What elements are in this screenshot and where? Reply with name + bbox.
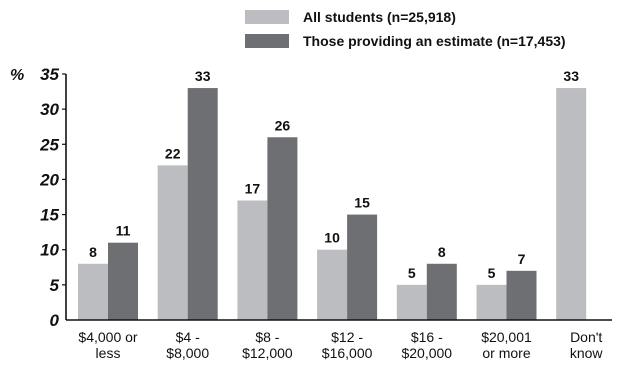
legend-swatch-1 xyxy=(245,10,289,24)
data-label-estimate-3: 26 xyxy=(275,117,291,133)
data-label-all-students-3: 17 xyxy=(245,181,261,197)
y-tick-label-30: 30 xyxy=(40,100,59,119)
y-tick-label-25: 25 xyxy=(39,135,59,154)
x-axis: $4,000 or less$4 -$8,000$8 -$12,000$12 -$… xyxy=(66,319,612,361)
legend-label-1: All students (n=25,918) xyxy=(303,9,456,25)
data-label-estimate-2: 33 xyxy=(195,68,211,84)
bar-all-students-3 xyxy=(237,200,268,320)
legend-label-2: Those providing an estimate (n=17,453) xyxy=(303,33,566,49)
y-tick-label-10: 10 xyxy=(40,241,59,260)
x-tick-label-line: $16,000 xyxy=(322,345,373,361)
bar-estimate-6 xyxy=(506,270,537,320)
bar-all-students-5 xyxy=(396,284,427,320)
bar-all-students-6 xyxy=(476,284,507,320)
y-axis: % 0 5 10 15 20 25 30 35 xyxy=(10,65,67,330)
bar-estimate-1 xyxy=(108,242,138,320)
data-label-all-students-7: 33 xyxy=(563,68,579,84)
y-tick-label-5: 5 xyxy=(50,276,60,295)
x-tick-label-line: $12 - xyxy=(331,329,363,345)
x-tick-label-line: Don't xyxy=(570,329,602,345)
data-label-estimate-5: 8 xyxy=(438,244,446,260)
y-tick-label-15: 15 xyxy=(40,206,59,225)
x-tick-label-line: $12,000 xyxy=(242,345,293,361)
y-tick-label-0: 0 xyxy=(50,311,60,330)
x-tick-label-2: $4 -$8,000 xyxy=(166,329,209,361)
bar-all-students-4 xyxy=(317,249,348,320)
x-tick-label-3: $8 -$12,000 xyxy=(242,329,293,361)
x-tick-label-1: $4,000 or less xyxy=(78,329,137,361)
y-tick-label-20: 20 xyxy=(39,170,59,189)
bar-estimate-3 xyxy=(267,137,298,320)
x-tick-label-line: $20,000 xyxy=(401,345,452,361)
x-tick-label-line: $20,001 xyxy=(481,329,532,345)
bar-all-students-2 xyxy=(157,165,188,320)
bar-estimate-5 xyxy=(426,263,457,320)
x-tick-label-4: $12 -$16,000 xyxy=(322,329,373,361)
x-tick-label-line: less xyxy=(96,345,121,361)
x-tick-label-line: $4,000 or xyxy=(78,329,137,345)
x-tick-label-line: or more xyxy=(482,345,530,361)
x-tick-label-line: $8,000 xyxy=(166,345,209,361)
data-label-all-students-6: 5 xyxy=(488,265,496,281)
x-tick-label-6: $20,001 or more xyxy=(481,329,532,361)
x-tick-label-7: Don't know xyxy=(570,329,604,361)
x-tick-label-line: know xyxy=(570,345,604,361)
x-tick-label-line: $4 - xyxy=(176,329,200,345)
x-tick-label-line: $8 - xyxy=(255,329,279,345)
bar-all-students-1 xyxy=(78,263,108,320)
data-label-estimate-6: 7 xyxy=(518,251,526,267)
bar-all-students-7 xyxy=(556,88,587,320)
data-label-estimate-1: 11 xyxy=(116,223,131,239)
data-label-all-students-4: 10 xyxy=(324,230,340,246)
data-label-all-students-1: 8 xyxy=(89,244,97,260)
bars: 8 11 22 33 17 26 10 15 5 8 5 7 33 xyxy=(78,68,587,320)
y-tick-label-35: 35 xyxy=(40,65,59,84)
legend: All students (n=25,918) Those providing a… xyxy=(245,9,566,49)
data-label-estimate-4: 15 xyxy=(354,195,370,211)
bar-estimate-2 xyxy=(187,88,218,320)
data-label-all-students-2: 22 xyxy=(165,145,181,161)
legend-swatch-2 xyxy=(245,34,289,48)
x-tick-label-line: $16 - xyxy=(411,329,443,345)
bar-estimate-4 xyxy=(347,214,378,320)
data-label-all-students-5: 5 xyxy=(408,265,416,281)
x-tick-label-5: $16 -$20,000 xyxy=(401,329,452,361)
y-axis-unit-label: % xyxy=(10,67,24,84)
